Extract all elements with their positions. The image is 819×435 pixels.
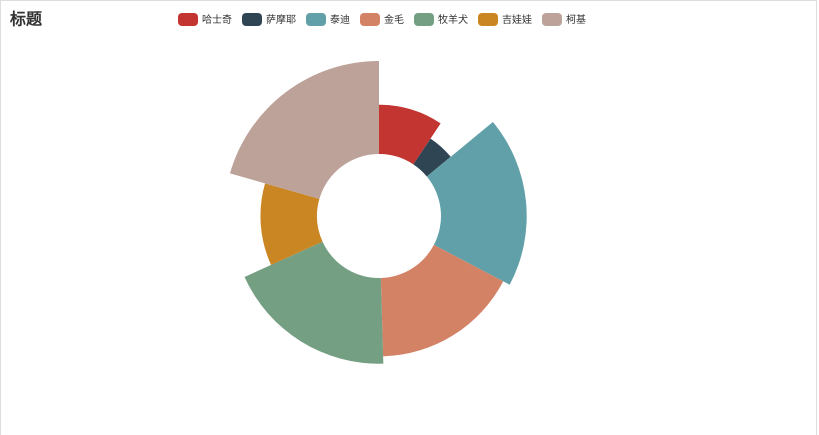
legend-label[interactable]: 吉娃娃 <box>502 13 532 26</box>
sector <box>380 244 504 357</box>
legend-label[interactable]: 哈士奇 <box>202 13 232 26</box>
legend-swatch[interactable] <box>414 13 434 26</box>
legend-swatch[interactable] <box>360 13 380 26</box>
legend-swatch[interactable] <box>542 13 562 26</box>
sector <box>260 183 323 265</box>
legend-label[interactable]: 金毛 <box>384 13 404 26</box>
sector <box>229 61 379 199</box>
legend-swatch[interactable] <box>478 13 498 26</box>
sector <box>413 138 451 177</box>
sector <box>379 104 441 165</box>
legend-swatch[interactable] <box>242 13 262 26</box>
chart-title: 标题 <box>9 10 43 29</box>
sector <box>244 241 384 364</box>
legend-label[interactable]: 柯基 <box>566 13 586 26</box>
legend-swatch[interactable] <box>178 13 198 26</box>
sector <box>426 121 527 285</box>
legend-swatch[interactable] <box>306 13 326 26</box>
legend-label[interactable]: 泰迪 <box>330 13 350 26</box>
legend-label[interactable]: 牧羊犬 <box>438 13 468 26</box>
legend-label[interactable]: 萨摩耶 <box>266 13 296 26</box>
